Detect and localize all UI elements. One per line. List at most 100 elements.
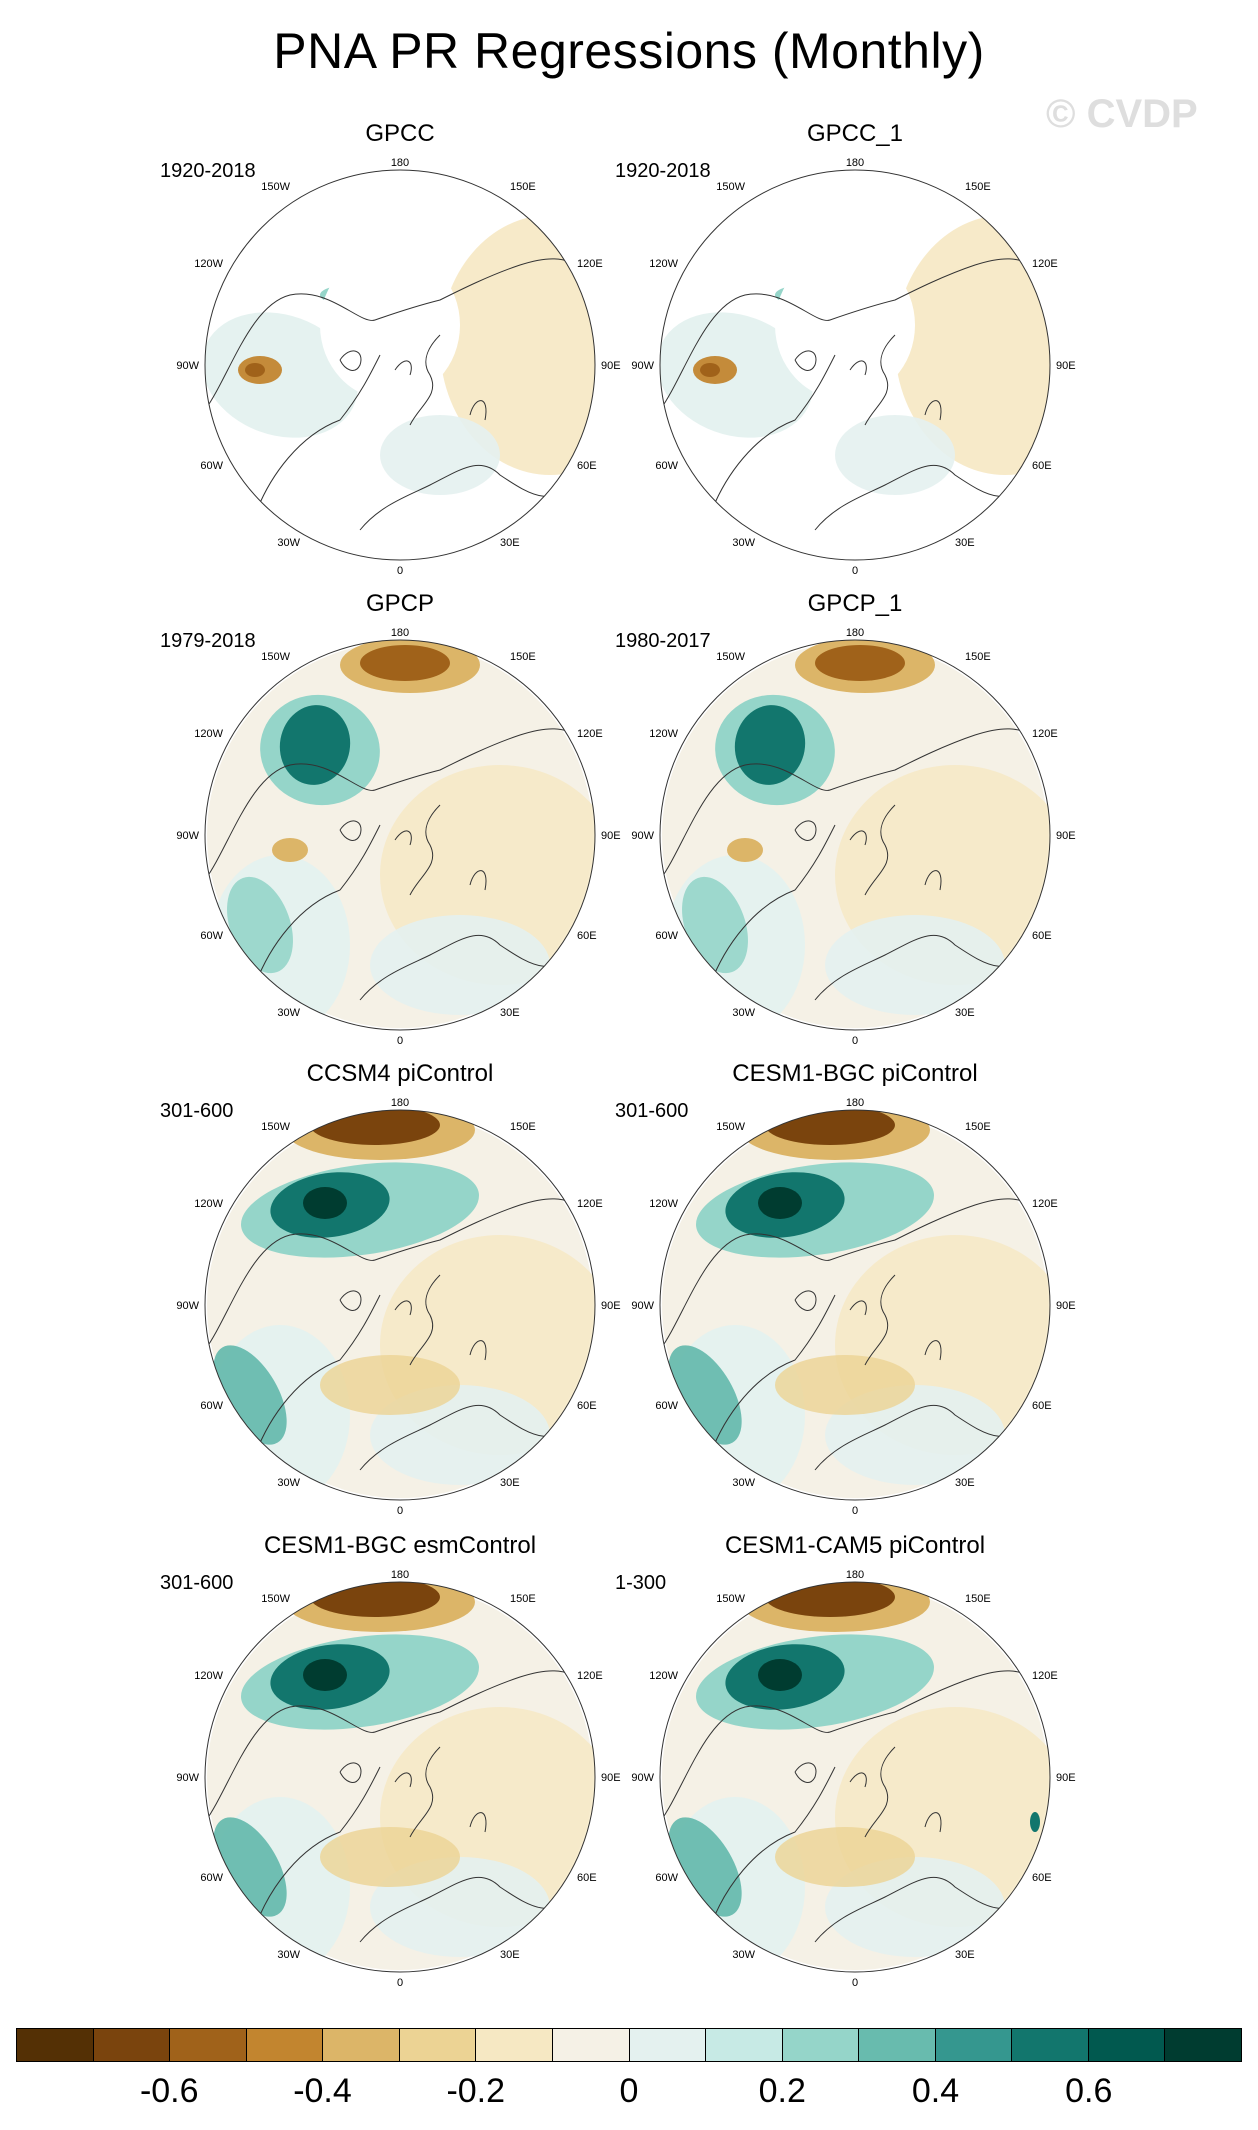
lon-label: 150E [965,1593,991,1605]
map-panel: 180 0 90W 90E 150W 150E 120W 120E 60W 60E 30W 30E GP… [120,120,680,600]
lon-label: 30W [732,1949,755,1961]
lon-label: 30E [955,1949,975,1961]
panel-title: GPCC [365,120,435,147]
coastline [254,824,381,986]
lon-label: 90E [1056,1772,1076,1784]
colorbar-swatch [1088,2029,1166,2061]
field-eurasia-dry [440,215,595,475]
coastline [469,400,487,421]
map-boundary [204,639,596,1031]
coastline [794,350,817,371]
colorbar-swatch [1012,2029,1089,2061]
lon-label: 120W [649,1670,678,1682]
lon-label: 30W [277,537,300,549]
lon-label: 120W [194,258,223,270]
colorbar-swatch [246,2029,324,2061]
lon-label: 90E [601,1300,621,1312]
polar-map: 180 0 90W 90E 150W 150E 120W 120E 60W 60E 30W 30E [176,157,620,577]
map-panel: 180 0 90W 90E 150W 150E 120W 120E 60W 60E 30W 30E CC… [120,1060,680,1540]
watermark: © CVDP [1046,92,1198,136]
panel-title: CCSM4 piControl [306,1060,494,1087]
polar-map: 180 0 90W 90E 150W 150E 120W 120E 60W 60E 30W 30E [631,627,1075,1047]
panel-title: GPCP_1 [807,590,903,617]
polar-map: 180 0 90W 90E 150W 150E 120W 120E 60W 60E 30W 30E [631,1097,1076,1517]
lon-label: 0 [852,1035,858,1047]
coastline [924,400,942,421]
field-atlantic-wet-core [668,1817,742,1917]
coastline [339,1762,362,1783]
lon-label: 90W [176,360,199,372]
map-panel: 180 0 90W 90E 150W 150E 120W 120E 60W 60E 30W 30E CE… [575,1060,1135,1540]
lon-label: 120E [577,1198,603,1210]
coastline [709,354,836,516]
coastline [205,1670,586,1823]
lon-label: 150E [510,651,536,663]
polar-map: 180 0 90W 90E 150W 150E 120W 120E 60W 60E 30W 30E [176,1569,620,1989]
colorbar-tick-label: 0 [619,2072,639,2110]
colorbar [16,2028,1242,2062]
lon-label: 60W [200,930,223,942]
coastline [864,804,896,896]
field-atlantic-wet-core [682,876,748,974]
field-namerica-dry [272,838,308,862]
lon-label: 120E [577,258,603,270]
map-boundary [204,1581,596,1973]
lon-label: 150E [510,181,536,193]
field-namerica-dry-peak [700,363,720,377]
polar-map: 180 0 90W 90E 150W 150E 120W 120E 60W 60E 30W 30E [176,627,620,1047]
lon-label: 90E [1056,1300,1076,1312]
lon-label: 30E [500,537,520,549]
coastline [924,870,942,891]
coastline [409,1274,441,1366]
lon-label: 90W [631,830,654,842]
lon-label: 120W [194,728,223,740]
colorbar-swatch [706,2029,783,2061]
lon-label: 120W [194,1198,223,1210]
lon-label: 60W [200,1872,223,1884]
coastline [864,334,896,426]
field-eurasia-dry [895,215,1050,475]
map-boundary [659,1109,1051,1501]
panel-period: 1-300 [615,1572,667,1594]
lon-label: 30E [955,537,975,549]
coastline [864,1274,896,1366]
coastline [205,1198,586,1351]
coastline [709,824,836,986]
coastline [849,1772,867,1788]
lon-label: 90W [176,830,199,842]
coastline [794,820,817,841]
lon-label: 60W [655,1400,678,1412]
lon-label: 60W [200,1400,223,1412]
colorbar-swatch [1165,2029,1241,2061]
coastline [339,1290,362,1311]
lon-label: 120W [649,1198,678,1210]
panel-title: CESM1-BGC esmControl [263,1532,537,1559]
panel-period: 1920-2018 [160,160,256,182]
coastline [205,728,586,881]
lon-label: 90W [176,1300,199,1312]
map-boundary [204,1109,596,1501]
map-boundary [204,169,596,561]
lon-label: 120W [194,1670,223,1682]
field-atlantic-dry [775,1827,915,1887]
lon-label: 30W [732,1007,755,1019]
colorbar-tick-label: 0.2 [758,2072,806,2110]
field-atlantic-dry [775,1355,915,1415]
lon-label: 90W [631,360,654,372]
lon-label: 60E [1032,1400,1052,1412]
lon-label: 60W [655,930,678,942]
lon-label: 30E [955,1007,975,1019]
lon-label: 150W [261,1593,290,1605]
coastline [254,1766,381,1928]
lon-label: 30W [277,1949,300,1961]
coastline [394,1300,412,1316]
coastline [469,870,487,891]
field-namerica-dry [727,838,763,862]
colorbar-tick-label: 0.6 [1065,2072,1113,2110]
lon-label: 150W [716,181,745,193]
figure-title: PNA PR Regressions (Monthly) [273,23,985,79]
lon-label: 0 [852,565,858,577]
lon-label: 150E [510,1593,536,1605]
coastline [469,1812,487,1833]
field-pacific-wet-peak [303,1659,347,1691]
